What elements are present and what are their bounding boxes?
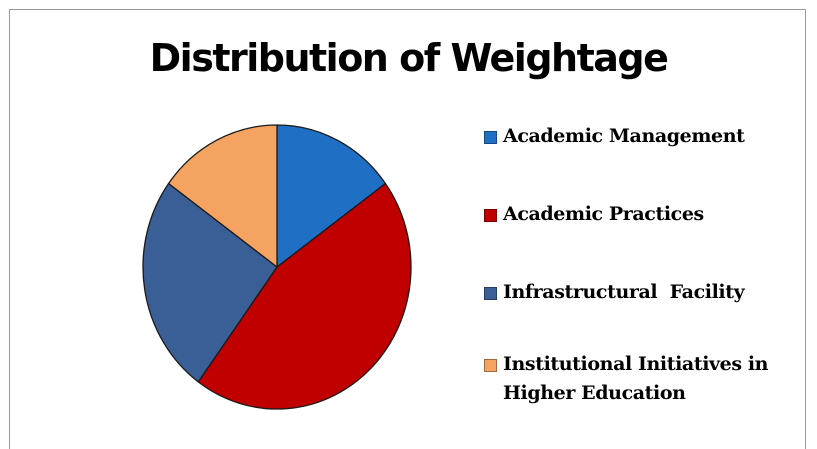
pie-slice-4 xyxy=(167,124,278,268)
pie-slice-1 xyxy=(276,124,387,268)
chart-title: Distribution of Weightage xyxy=(149,36,669,80)
legend-label: Academic Practices xyxy=(503,203,704,225)
chart-frame xyxy=(9,9,806,449)
pie-slice-2 xyxy=(197,182,412,410)
legend-swatch xyxy=(484,209,497,222)
legend-label: Institutional Initiatives in Higher Educ… xyxy=(503,353,769,404)
legend-swatch xyxy=(484,131,497,144)
pie-slice-3 xyxy=(142,182,278,383)
legend-label: Infrastructural Facility xyxy=(503,281,745,303)
legend-swatch xyxy=(484,359,497,372)
legend-swatch xyxy=(484,287,497,300)
pie-chart xyxy=(142,124,412,410)
legend-label: Academic Management xyxy=(503,125,745,147)
